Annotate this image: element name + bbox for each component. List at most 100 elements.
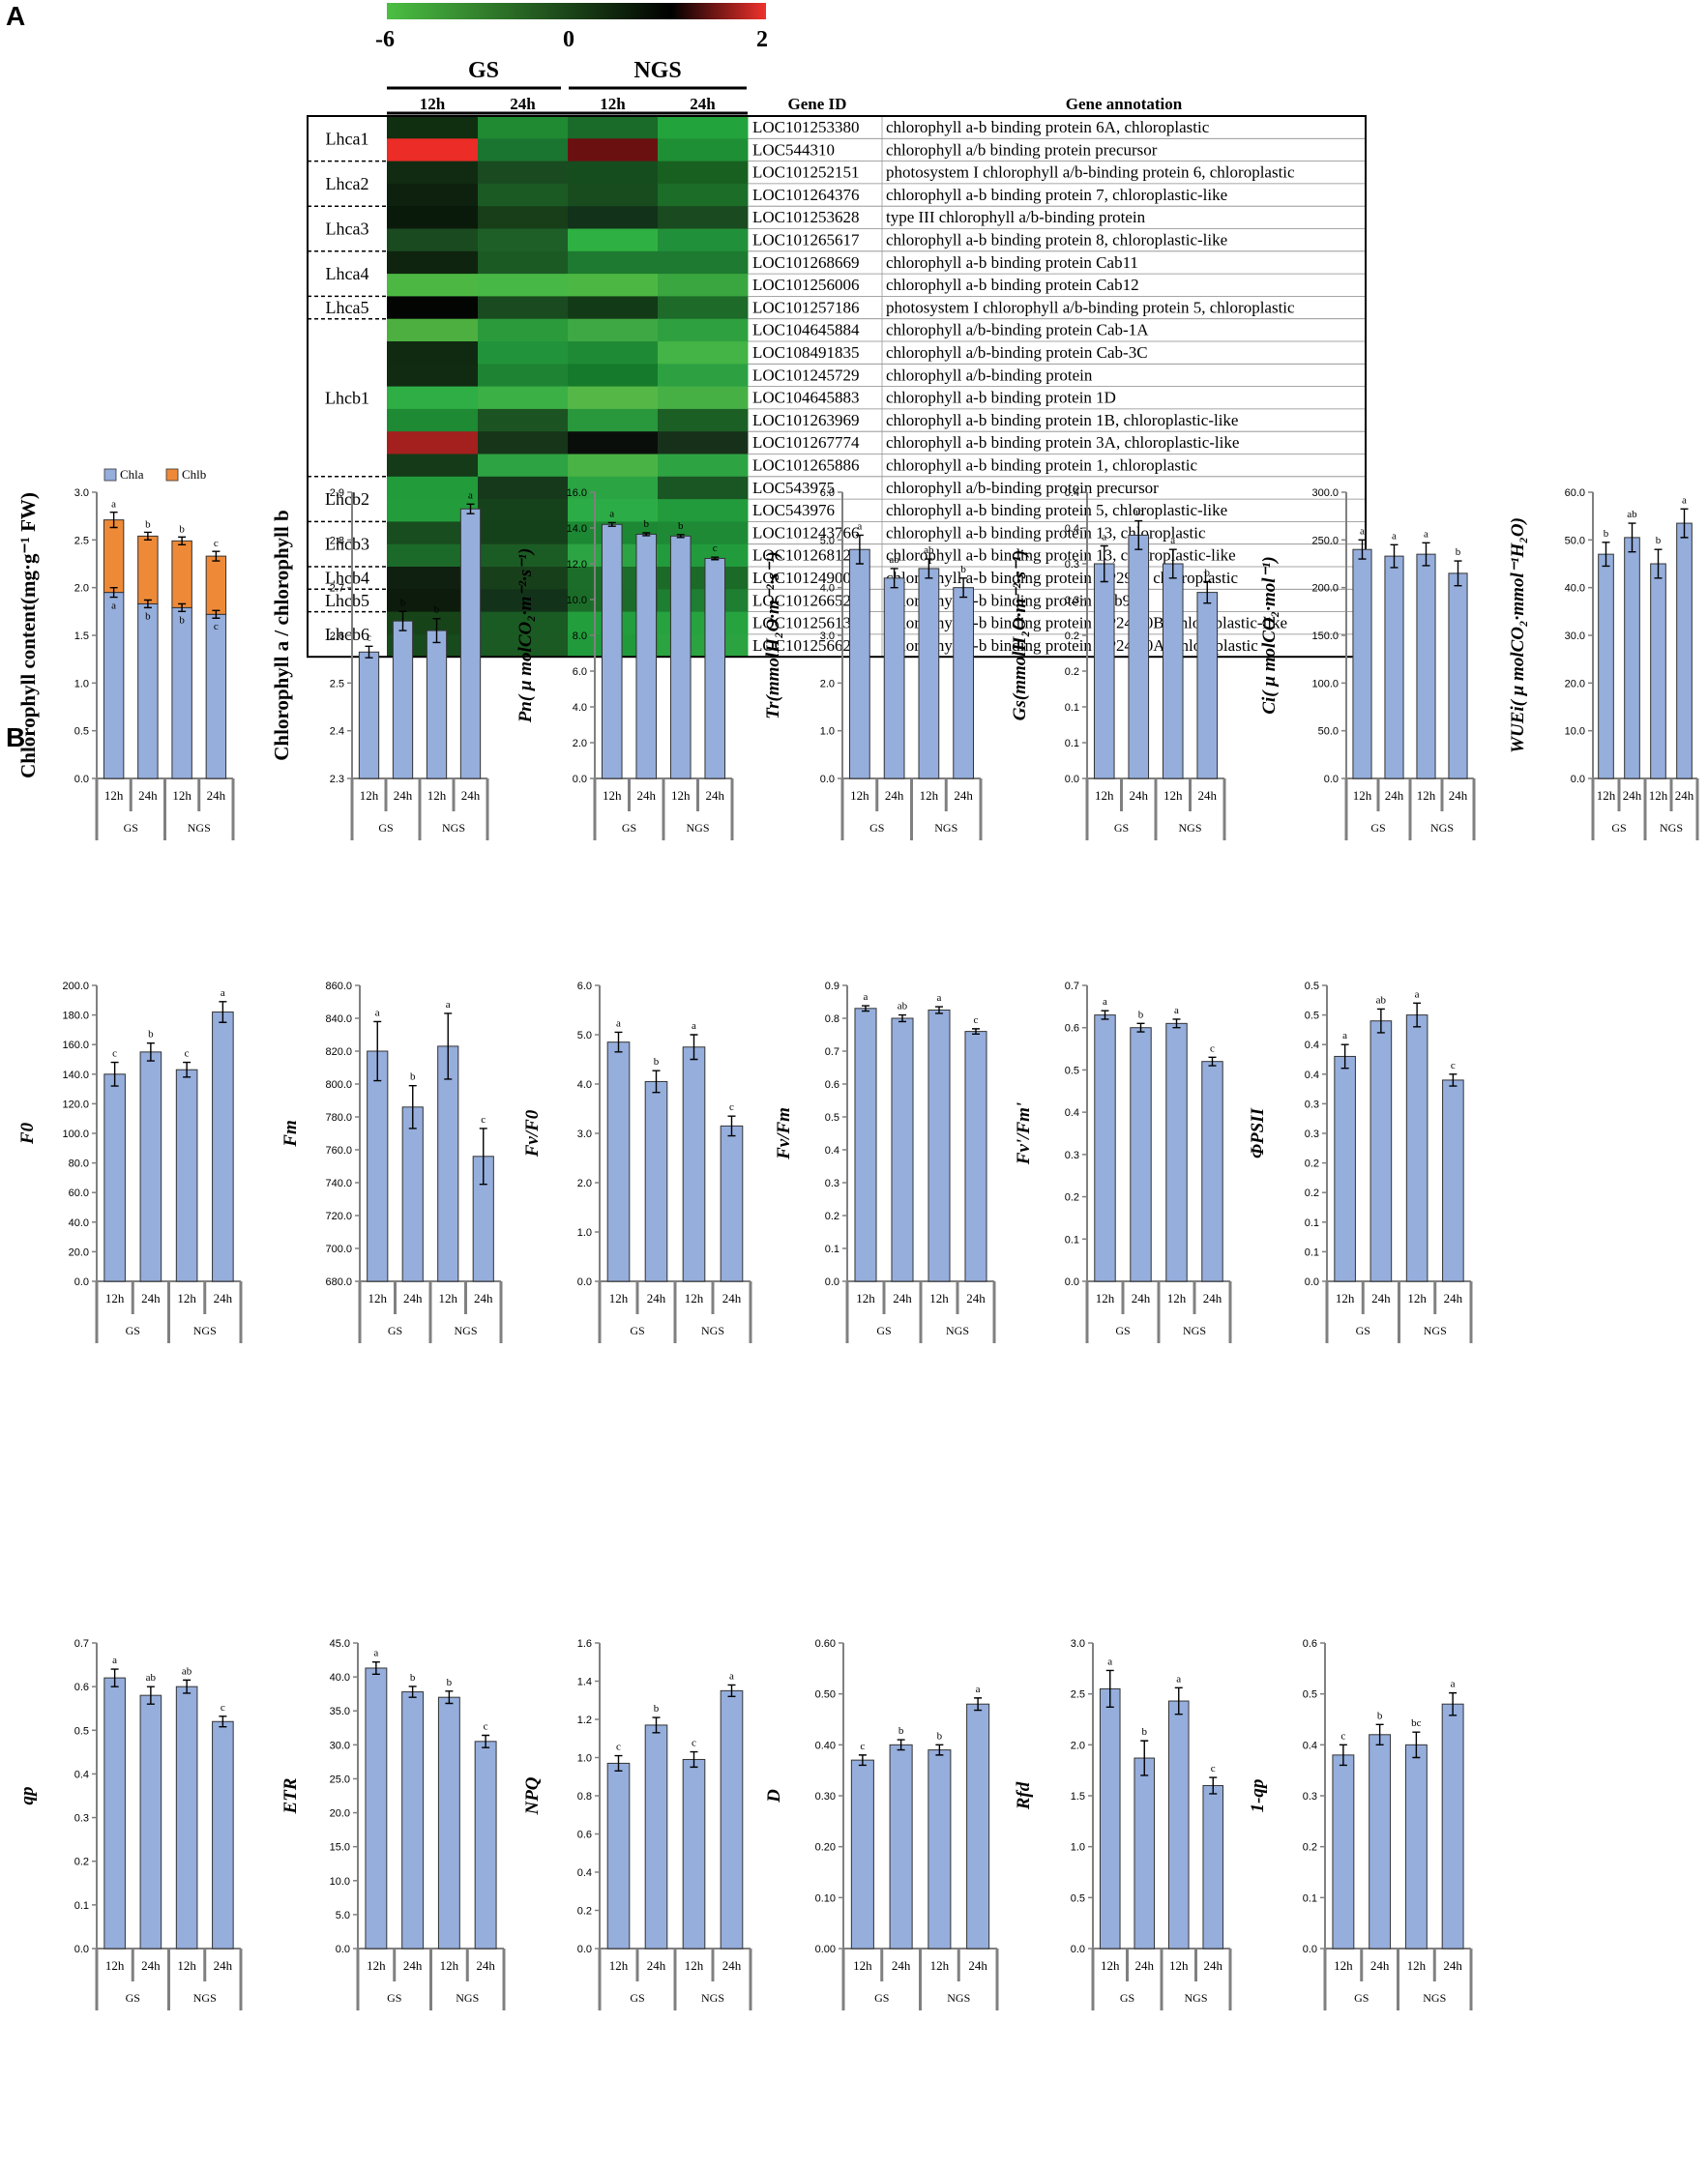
x-group-label: GS bbox=[630, 1324, 644, 1337]
x-group-label: GS bbox=[126, 1991, 140, 2005]
chart-5: 0.0 50.0 100.0 150.0 200.0 250.0 300.0 12h 24h 12… bbox=[1259, 487, 1476, 840]
x-tick-label: 24h bbox=[141, 1958, 161, 1973]
x-tick-label: 12h bbox=[929, 1291, 949, 1305]
chart-16: 0.00 0.10 0.20 0.30 0.40 0.50 0.60 12h 24h 12h 24h… bbox=[764, 1638, 999, 2010]
bar bbox=[1650, 563, 1666, 779]
y-tick-label: 0.5 bbox=[1065, 1065, 1079, 1076]
gene-annotation: chlorophyll a-b binding protein CP29.1, … bbox=[886, 569, 1238, 587]
error-bar bbox=[1339, 1744, 1347, 1767]
y-axis-label: ΦPSII bbox=[1248, 1107, 1268, 1158]
bar bbox=[644, 1080, 668, 1282]
y-tick-label: 1.0 bbox=[577, 1227, 592, 1239]
error-bar bbox=[1140, 1740, 1149, 1776]
heatmap-cell bbox=[478, 476, 569, 500]
y-tick-label: 80.0 bbox=[69, 1158, 89, 1170]
significance-letter: a bbox=[616, 1017, 621, 1029]
heatmap-cell bbox=[568, 274, 659, 297]
heatmap-cell bbox=[478, 521, 569, 545]
x-group-label: GS bbox=[388, 1324, 402, 1337]
x-tick-label: 12h bbox=[609, 1958, 629, 1973]
x-tick-label: 24h bbox=[1204, 1958, 1223, 1973]
x-tick-label: 12h bbox=[850, 788, 869, 803]
bar bbox=[1334, 1055, 1356, 1282]
significance-letter: b bbox=[644, 518, 650, 530]
y-tick-label: 2.0 bbox=[577, 1178, 592, 1189]
gene-annotation: chlorophyll a-b binding protein 7, chlor… bbox=[886, 186, 1227, 204]
error-bar bbox=[219, 1715, 227, 1728]
significance-letter: a bbox=[1103, 996, 1107, 1008]
x-tick-label: 24h bbox=[1370, 1958, 1390, 1973]
x-group-label: NGS bbox=[686, 821, 709, 835]
gene-annotation: chlorophyll a-b binding protein Cab9 bbox=[886, 591, 1131, 609]
heatmap-cell bbox=[658, 386, 749, 410]
y-tick-label: 1.6 bbox=[577, 1638, 592, 1650]
x-group-label: GS bbox=[874, 1991, 889, 2005]
heatmap-cell bbox=[658, 274, 749, 297]
bar-chlb bbox=[137, 535, 159, 604]
bar bbox=[635, 533, 658, 779]
chart-13: 0.0 0.1 0.2 0.3 0.4 0.5 0.6 0.7 12h 24h 12h 24h GS NG… bbox=[17, 1638, 243, 2010]
y-tick-label: 0.2 bbox=[1065, 630, 1079, 642]
error-bar bbox=[1680, 508, 1689, 539]
gene-annotation: chlorophyll a-b binding protein Cab11 bbox=[886, 253, 1138, 272]
significance-letter: ab bbox=[1376, 994, 1387, 1006]
gene-annotation: chlorophyll a/b-binding protein Cab-3C bbox=[886, 343, 1148, 362]
error-bar bbox=[219, 1001, 227, 1023]
panel-label-a: A bbox=[6, 1, 25, 31]
y-tick-label: 150.0 bbox=[1311, 630, 1339, 642]
y-tick-label: 0.7 bbox=[1065, 981, 1079, 992]
x-group-label: NGS bbox=[1178, 821, 1201, 835]
y-tick-label: 0.4 bbox=[825, 1145, 839, 1157]
bar bbox=[1624, 537, 1640, 779]
family-label: Lhcb6 bbox=[325, 625, 369, 644]
significance-letter: a bbox=[112, 1655, 117, 1666]
y-tick-label: 100.0 bbox=[62, 1129, 89, 1140]
significance-letter: b bbox=[410, 1071, 416, 1083]
error-bar bbox=[652, 1070, 661, 1094]
y-tick-label: 0.3 bbox=[1305, 1129, 1319, 1140]
y-tick-label: 3.0 bbox=[577, 1129, 592, 1140]
significance-letter: a bbox=[1174, 1005, 1179, 1016]
y-tick-label: 0.0 bbox=[1303, 1944, 1317, 1955]
significance-letter: c bbox=[367, 631, 371, 643]
x-tick-label: 12h bbox=[1417, 788, 1436, 803]
error-bar bbox=[727, 1115, 736, 1137]
y-tick-label: 0.4 bbox=[577, 1867, 592, 1879]
x-tick-label: 24h bbox=[1135, 1958, 1155, 1973]
y-tick-label: 0.2 bbox=[1305, 1188, 1319, 1199]
y-tick-label: 0.4 bbox=[1303, 1740, 1317, 1751]
y-tick-label: 2.5 bbox=[1071, 1689, 1085, 1701]
gene-annotation: chlorophyll a-b binding protein 8, chlor… bbox=[886, 231, 1227, 249]
y-tick-label: 0.5 bbox=[1071, 1892, 1085, 1904]
error-bar bbox=[690, 1034, 698, 1061]
y-tick-label: 0.6 bbox=[1303, 1638, 1317, 1650]
heatmap-group-ngs: NGS bbox=[633, 58, 681, 83]
heatmap-cell bbox=[478, 138, 569, 162]
heatmap-cell bbox=[658, 408, 749, 432]
error-bar bbox=[1208, 1056, 1217, 1067]
error-bar bbox=[408, 1085, 417, 1129]
y-tick-label: 0.5 bbox=[1305, 981, 1319, 992]
error-bar bbox=[1454, 560, 1462, 587]
error-bar bbox=[925, 558, 933, 579]
x-tick-label: 24h bbox=[403, 1958, 423, 1973]
bar-chlb bbox=[171, 540, 192, 608]
heatmap-cell bbox=[478, 228, 569, 252]
heatmap-cell bbox=[658, 250, 749, 275]
error-bar bbox=[432, 618, 441, 644]
x-group-label: NGS bbox=[1184, 1991, 1207, 2005]
significance-letter: c bbox=[214, 621, 219, 632]
x-tick-label: 12h bbox=[856, 1291, 875, 1305]
y-tick-label: 50.0 bbox=[1318, 726, 1339, 738]
y-tick-label: 0.5 bbox=[74, 726, 89, 738]
y-tick-label: 0.3 bbox=[1065, 1150, 1079, 1161]
gene-id: LOC101263969 bbox=[752, 411, 860, 429]
error-bar bbox=[1449, 1073, 1458, 1087]
significance-letter: a bbox=[857, 520, 862, 532]
gene-id: LOC101253380 bbox=[752, 118, 860, 136]
error-bar bbox=[1413, 1002, 1422, 1028]
y-tick-label: 0.0 bbox=[1071, 1944, 1085, 1955]
significance-letter: a bbox=[111, 499, 116, 511]
colorbar-mid-label: 0 bbox=[563, 27, 574, 52]
x-tick-label: 24h bbox=[207, 788, 226, 803]
